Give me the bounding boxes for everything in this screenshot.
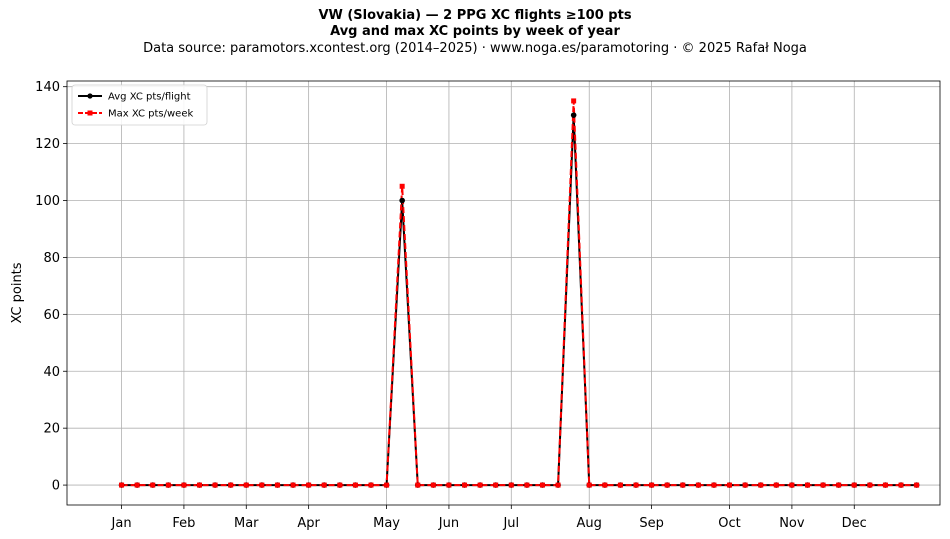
- data-point: [867, 482, 873, 488]
- data-point: [337, 482, 343, 488]
- data-point: [664, 482, 670, 488]
- data-point: [649, 482, 655, 488]
- legend-marker-2: [87, 110, 93, 116]
- data-point: [914, 482, 920, 488]
- data-point: [430, 482, 436, 488]
- data-point: [274, 482, 280, 488]
- y-tick-label: 100: [35, 194, 60, 209]
- data-point: [259, 482, 265, 488]
- data-point: [462, 482, 468, 488]
- axes: 0 20 40 60 80 100 120 140 Jan Feb Mar Apr May Jun Jul A…: [10, 80, 941, 531]
- data-point: [384, 482, 390, 488]
- series-markers: [118, 98, 920, 488]
- data-point: [399, 197, 405, 204]
- data-point: [851, 482, 857, 488]
- data-point: [368, 482, 374, 488]
- legend-marker-1: [87, 93, 93, 99]
- plot-frame: [66, 80, 941, 506]
- y-tick-label: 120: [35, 137, 60, 152]
- x-tick-label: Oct: [718, 516, 740, 531]
- data-point: [571, 98, 577, 104]
- data-point: [758, 482, 764, 488]
- data-point: [119, 482, 125, 488]
- data-point: [789, 482, 795, 488]
- data-point: [508, 482, 514, 488]
- chart-subtitle: Avg and max XC points by week of year: [330, 24, 620, 39]
- data-point: [493, 482, 499, 488]
- chart-title-block: VW (Slovakia) — 2 PPG XC flights ≥100 pt…: [0, 8, 950, 58]
- chart-source: Data source: paramotors.xcontest.org (20…: [143, 41, 807, 56]
- x-tick-label: Aug: [577, 516, 602, 531]
- data-point: [602, 482, 608, 488]
- data-point: [727, 482, 733, 488]
- legend: Avg XC pts/flight Max XC pts/week: [71, 84, 208, 126]
- series-line-2: [121, 99, 917, 487]
- data-point: [804, 482, 810, 488]
- x-tick-label: Nov: [779, 516, 805, 531]
- y-tick-label: 0: [52, 479, 60, 494]
- data-point: [524, 482, 530, 488]
- data-point: [695, 482, 701, 488]
- y-tick-label: 140: [35, 80, 60, 95]
- legend-label-2: Max XC pts/week: [108, 109, 193, 120]
- data-point: [882, 482, 888, 488]
- x-tick-label: Dec: [842, 516, 867, 531]
- data-point: [243, 482, 249, 488]
- x-tick-label: Jul: [502, 516, 519, 531]
- y-tick-label: 40: [43, 365, 60, 380]
- data-point: [306, 482, 312, 488]
- series-lines: [121, 99, 917, 487]
- data-point: [836, 482, 842, 488]
- data-point: [181, 482, 187, 488]
- data-point: [352, 482, 358, 488]
- x-tick-label: Apr: [297, 516, 320, 531]
- data-point: [555, 482, 561, 488]
- y-tick-label: 60: [43, 308, 60, 323]
- data-point: [165, 482, 171, 488]
- y-tick-label: 80: [43, 251, 60, 266]
- x-tick-label: Sep: [639, 516, 664, 531]
- data-point: [570, 112, 577, 118]
- data-point: [228, 482, 234, 488]
- legend-label-1: Avg XC pts/flight: [108, 92, 191, 103]
- x-tick-label: Jun: [438, 516, 459, 531]
- data-point: [477, 482, 483, 488]
- data-point: [898, 482, 904, 488]
- data-point: [290, 482, 296, 488]
- x-tick-label: Jan: [111, 516, 132, 531]
- y-tick-label: 20: [43, 422, 60, 437]
- legend-box: [71, 84, 208, 126]
- data-point: [773, 482, 779, 488]
- data-point: [742, 482, 748, 488]
- data-point: [586, 482, 592, 488]
- series-line-1: [121, 114, 917, 487]
- x-tick-label: Mar: [234, 516, 259, 531]
- y-axis-label: XC points: [10, 262, 25, 323]
- data-point: [399, 183, 405, 189]
- data-point: [680, 482, 686, 488]
- data-point: [197, 482, 203, 488]
- data-point: [711, 482, 717, 488]
- data-point: [150, 482, 156, 488]
- data-point: [539, 482, 545, 488]
- x-tick-label: May: [373, 516, 400, 531]
- data-point: [134, 482, 140, 488]
- chart-title: VW (Slovakia) — 2 PPG XC flights ≥100 pt…: [318, 8, 632, 23]
- data-point: [617, 482, 623, 488]
- data-point: [415, 482, 421, 488]
- x-tick-label: Feb: [172, 516, 195, 531]
- data-point: [633, 482, 639, 488]
- data-point: [820, 482, 826, 488]
- data-point: [321, 482, 327, 488]
- grid-lines: [67, 81, 940, 505]
- data-point: [212, 482, 218, 488]
- data-point: [446, 482, 452, 488]
